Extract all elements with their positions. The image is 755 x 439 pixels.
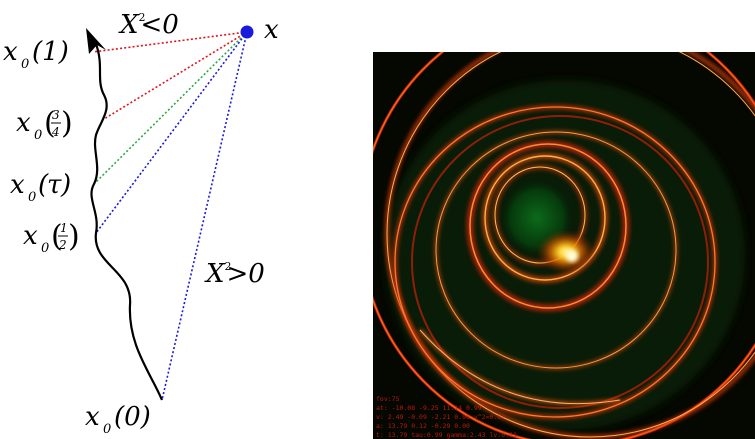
svg-text:2: 2 — [58, 238, 67, 252]
spacelike-relation: X2>0 — [204, 259, 265, 289]
svg-text:(: ( — [51, 219, 63, 254]
hud-line: fov:75 — [376, 395, 400, 403]
svg-text:3: 3 — [52, 108, 60, 122]
event-point — [240, 25, 254, 39]
hud-overlay-more: at: -10.08 -9.25 11.14 0.99 v: 2.49 -0.0… — [376, 404, 517, 439]
label-x0-tau: x 0 ( τ ) — [10, 170, 71, 205]
hud-line: at: -10.08 -9.25 11.14 0.99 — [376, 404, 482, 412]
timelike-relation: X2<0 — [118, 10, 179, 40]
square-superscript: 2 — [139, 11, 146, 24]
line-to-x0-1-2 — [95, 31, 248, 234]
point-label: x — [264, 15, 279, 45]
svg-text:x: x — [23, 221, 38, 251]
svg-text:(: ( — [44, 106, 56, 141]
svg-text:): ) — [60, 170, 71, 200]
svg-text:x: x — [3, 37, 18, 67]
svg-text:): ) — [68, 219, 80, 254]
bright-core — [536, 230, 596, 274]
svg-text:(: ( — [38, 170, 49, 200]
svg-text:0: 0 — [34, 128, 42, 143]
outer-ring — [373, 52, 755, 439]
hud-overlay: fov:75 — [376, 395, 400, 403]
svg-text:x: x — [16, 108, 31, 138]
line-to-x0-3-4 — [103, 31, 248, 120]
svg-text:4: 4 — [51, 125, 60, 139]
svg-text:): ) — [61, 106, 73, 141]
svg-text:1: 1 — [60, 221, 68, 235]
svg-text:0: 0 — [41, 241, 49, 256]
line-to-x0-tau — [93, 31, 248, 185]
label-x0-3-4: x 0 ( 3 4 ) — [16, 106, 73, 143]
svg-text:0: 0 — [28, 190, 36, 205]
hud-line: t: 13.79 tau:0.99 gamma:2.43 lv:0.91 — [376, 431, 517, 439]
svg-text:x: x — [10, 170, 25, 200]
svg-text:(0): (0) — [114, 402, 151, 432]
worldline-curve — [90, 43, 164, 401]
render-panel: fov:75 at: -10.08 -9.25 11.14 0.99 v: 2.… — [373, 52, 755, 439]
inner-spiral — [466, 140, 630, 312]
svg-text:x: x — [85, 402, 100, 432]
label-x0-0: x 0 (0) — [85, 402, 151, 437]
line-to-x0-0 — [161, 31, 248, 401]
svg-text:τ: τ — [47, 170, 62, 200]
label-x0-1: x 0 (1) — [3, 37, 69, 72]
hud-line: v: 2.49 -0.09 -2.21 0.96 v^2=0.62 — [376, 413, 505, 421]
svg-text:0: 0 — [21, 57, 29, 72]
label-x0-1-2: x 0 ( 1 2 ) — [23, 219, 80, 256]
middle-rings — [393, 105, 717, 419]
svg-text:(1): (1) — [32, 37, 69, 67]
hud-line: a: 13.79 0.12 -0.29 0.00 — [376, 422, 470, 430]
worldline-diagram: x X2<0 X2>0 x 0 (1) x 0 ( 3 4 ) x 0 — [3, 10, 279, 437]
arrowhead-icon — [86, 28, 106, 54]
line-to-x0-1 — [92, 31, 248, 53]
svg-text:0: 0 — [103, 422, 111, 437]
